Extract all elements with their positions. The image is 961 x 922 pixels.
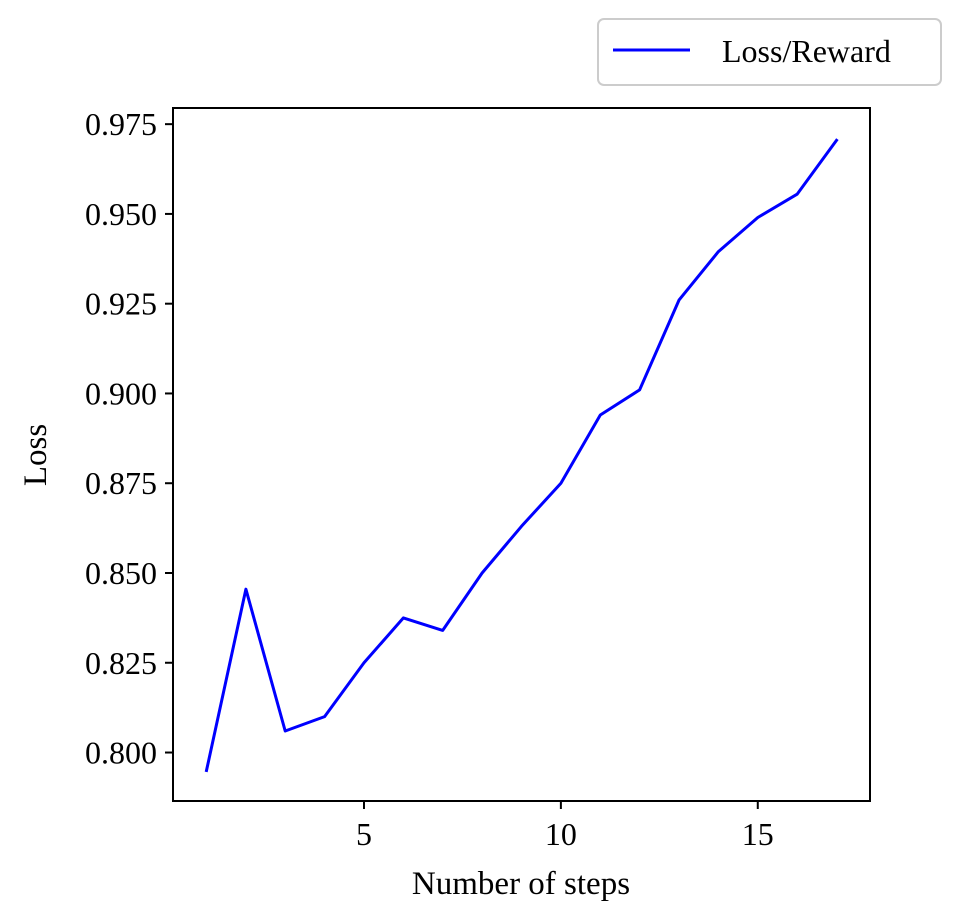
plot-area: [173, 108, 870, 801]
x-axis-ticks: 5 10 15: [356, 801, 774, 852]
legend-label-loss-reward: Loss/Reward: [722, 33, 891, 69]
plot-frame: [172, 107, 871, 802]
legend: Loss/Reward: [597, 18, 942, 86]
y-tick-label: 0.850: [85, 555, 157, 591]
y-tick-label: 0.875: [85, 465, 157, 501]
x-tick-label: 15: [742, 816, 774, 852]
y-tick-label: 0.950: [85, 196, 157, 232]
x-tick-label: 10: [545, 816, 577, 852]
y-tick-label: 0.975: [85, 106, 157, 142]
y-tick-label: 0.900: [85, 375, 157, 411]
y-axis-ticks: 0.800 0.825 0.850 0.875 0.900 0.925 0.950 0.975: [85, 106, 173, 771]
y-tick-label: 0.925: [85, 286, 157, 322]
y-tick-label: 0.825: [85, 645, 157, 681]
legend-box: [597, 18, 942, 86]
y-axis-title: Loss: [18, 424, 54, 486]
series-line-0: [204, 138, 839, 773]
x-axis-title: Number of steps: [412, 866, 630, 902]
y-tick-label: 0.800: [85, 735, 157, 771]
x-tick-label: 5: [356, 816, 372, 852]
series-layer: [204, 138, 839, 773]
